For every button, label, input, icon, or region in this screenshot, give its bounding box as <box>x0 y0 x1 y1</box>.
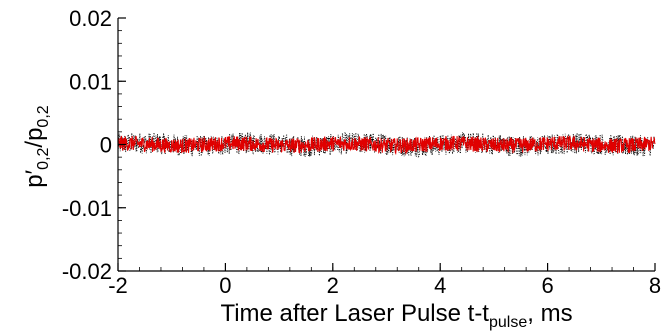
y-axis-title-prime: ′ <box>21 169 48 174</box>
y-tick-label: -0.01 <box>62 196 112 221</box>
x-tick-label: 2 <box>327 273 339 298</box>
series-red-line <box>117 135 656 156</box>
plot-area: -0.02 -0.01 0 0.01 0.02 -2 0 2 4 6 8 <box>62 6 661 298</box>
ticks-layer: -0.02 -0.01 0 0.01 0.02 -2 0 2 4 6 8 <box>62 6 661 298</box>
x-tick-label: -2 <box>108 273 128 298</box>
y-axis-title-separator: / <box>21 141 48 148</box>
y-tick-label: 0 <box>100 133 112 158</box>
x-axis-title: Time after Laser Pulse t-tpulse, ms <box>220 300 572 331</box>
series-layer <box>117 131 656 158</box>
y-axis-title-numerator-subscript: 0,2 <box>35 147 52 169</box>
y-axis-title-denominator: p <box>21 128 48 141</box>
x-tick-label: 4 <box>434 273 446 298</box>
y-axis-title-denominator-subscript: 0,2 <box>35 105 52 127</box>
x-axis-title-suffix: , ms <box>527 300 572 327</box>
y-tick-label: -0.02 <box>62 259 112 284</box>
y-tick-label: 0.01 <box>69 69 112 94</box>
x-tick-label: 0 <box>219 273 231 298</box>
x-tick-label: 6 <box>541 273 553 298</box>
y-tick-label: 0.02 <box>69 6 112 31</box>
x-axis-title-subscript: pulse <box>489 314 527 331</box>
x-axis-title-main: Time after Laser Pulse t-t <box>220 300 489 327</box>
y-axis-title: p′0,2/p0,2 <box>21 105 52 187</box>
x-tick-label: 8 <box>649 273 661 298</box>
y-axis-title-numerator: p <box>21 174 48 187</box>
